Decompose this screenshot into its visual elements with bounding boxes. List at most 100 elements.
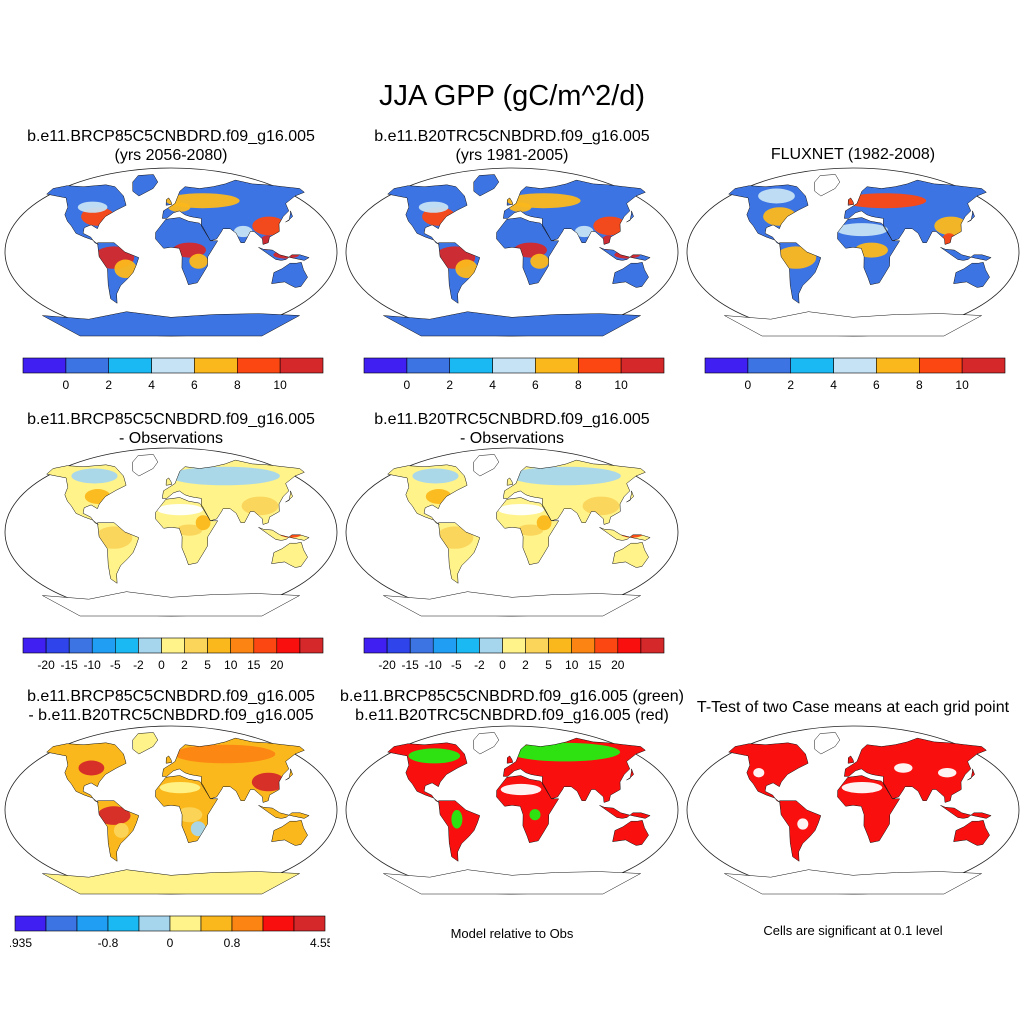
colorbar-panel-4-swatch-6 [161, 637, 185, 654]
map-panel-8-coast-uk [506, 755, 514, 764]
map-panel-2-coast-antarctica [383, 311, 642, 337]
map-panel-2 [345, 167, 679, 337]
panel-4-title-line2: - Observations [118, 430, 224, 447]
map-panel-3-coast-greenland [814, 174, 841, 197]
colorbar-panel-3-label-2: 4 [830, 378, 837, 392]
map-panel-4-patch-2 [156, 504, 204, 516]
colorbar-panel-7-swatch-3 [107, 915, 140, 932]
map-panel-5-patch-2 [497, 504, 545, 516]
map-panel-1-coast-antarctica [42, 311, 301, 337]
map-panel-3 [686, 167, 1020, 337]
colorbar-panel-5-label-3: -5 [451, 658, 462, 672]
colorbar-panel-5-label-2: -10 [425, 658, 443, 672]
colorbar-panel-4-swatch-1 [45, 637, 70, 654]
colorbar-panel-4-swatch-4 [115, 637, 139, 654]
colorbar-panel-1-label-0: 0 [63, 378, 70, 392]
map-panel-4-patch-8 [195, 515, 211, 531]
map-panel-9-coast-africa [837, 775, 901, 843]
colorbar-panel-4-label-2: -10 [84, 658, 102, 672]
colorbar-panel-5-swatch-0 [363, 637, 388, 654]
colorbar-panel-3-swatch-4 [876, 357, 920, 374]
colorbar-panel-4-label-6: 2 [181, 658, 188, 672]
panel-8-title-line1: b.e11.BRCP85C5CNBDRD.f09_g16.005 (green) [340, 688, 684, 705]
colorbar-panel-4-label-10: 20 [270, 658, 284, 672]
map-panel-8-coast-eurasia [503, 737, 646, 803]
map-panel-9-coast-indonesia [940, 805, 992, 819]
map-panel-8-patch-4 [529, 809, 541, 821]
colorbar-panel-4-label-9: 15 [247, 658, 261, 672]
panel-1-title-line1: b.e11.BRCP85C5CNBDRD.f09_g16.005 [27, 128, 315, 145]
map-panel-8-coast-australia [612, 820, 649, 846]
panel-5-title-line1: b.e11.B20TRC5CNBDRD.f09_g16.005 [374, 411, 650, 428]
panel-9-title-line2: T-Test of two Case means at each grid po… [696, 699, 1010, 716]
map-panel-7-land-uk [166, 755, 172, 764]
colorbar-panel-4-swatch-7 [184, 637, 208, 654]
map-panel-4 [4, 447, 338, 617]
map-panel-5-patch-8 [536, 515, 552, 531]
panel-2-title-line2: (yrs 1981-2005) [455, 147, 569, 164]
colorbar-panel-3-swatch-1 [747, 357, 792, 374]
map-panel-9-coast-greenland [814, 732, 841, 755]
map-panel-8-patch-3 [500, 783, 542, 796]
map-panel-9-patch-3 [894, 763, 913, 773]
map-panel-9-patch-0 [841, 782, 883, 794]
map-panel-2-patch-11 [509, 202, 532, 212]
colorbar-panel-3-swatch-0 [704, 357, 749, 374]
colorbar-panel-2-label-1: 2 [446, 378, 453, 392]
colorbar-panel-4-label-0: -20 [37, 658, 55, 672]
colorbar-panel-7-swatch-7 [231, 915, 264, 932]
colorbar-panel-7-swatch-1 [45, 915, 78, 932]
colorbar-panel-3-label-0: 0 [745, 378, 752, 392]
map-panel-2-land-greenland [473, 174, 499, 196]
colorbar-panel-3-label-4: 8 [916, 378, 923, 392]
colorbar-panel-4-label-5: 0 [158, 658, 165, 672]
map-panel-1-coast-australia [271, 262, 308, 288]
map-panel-1-land-australia [271, 262, 308, 288]
panel-8-title: b.e11.BRCP85C5CNBDRD.f09_g16.005 (green)… [328, 687, 696, 725]
map-panel-7-coast-northAmerica [46, 742, 127, 803]
panel-2-title-line1: b.e11.B20TRC5CNBDRD.f09_g16.005 [374, 128, 650, 145]
colorbar-panel-5-label-1: -15 [402, 658, 420, 672]
map-panel-1-coast-northAmerica [46, 184, 127, 245]
colorbar-panel-5-swatch-7 [525, 637, 549, 654]
map-panel-8 [345, 725, 679, 895]
colorbar-panel-5-label-6: 2 [522, 658, 529, 672]
map-panel-3-land-antarctica [724, 311, 982, 336]
colorbar-panel-3-swatch-2 [790, 357, 834, 374]
map-panel-9-land-southAmerica [779, 800, 821, 862]
colorbar-panel-2-swatch-1 [406, 357, 451, 374]
map-panel-5-patch-3 [436, 526, 474, 549]
panel-7-title-line1: b.e11.BRCP85C5CNBDRD.f09_g16.005 [27, 688, 315, 705]
colorbar-panel-1-swatch-1 [65, 357, 110, 374]
colorbar-panel-7-swatch-6 [200, 915, 233, 932]
map-panel-9-coast-antarctica [724, 869, 983, 895]
map-panel-9-patch-4 [753, 768, 765, 778]
figure-title: JJA GPP (gC/m^2/d) [378, 80, 646, 112]
colorbar-panel-7-label-4: 4.558 [310, 936, 330, 950]
map-panel-8-land-indonesia [599, 805, 651, 819]
map-panel-8-land-uk [507, 755, 513, 764]
map-panel-7-land-indonesia [258, 805, 310, 819]
map-panel-9-patch-2 [938, 768, 957, 778]
map-panel-4-coast-uk [165, 477, 173, 486]
colorbar-panel-2-swatch-3 [492, 357, 536, 374]
map-panel-3-land-indonesia [940, 247, 992, 261]
map-panel-2-land-antarctica [383, 311, 641, 336]
map-panel-8-patch-1 [408, 748, 461, 764]
map-panel-3-patch-7 [758, 188, 795, 204]
map-panel-9-coast-northAmerica [728, 742, 809, 803]
map-panel-3-land-greenland [814, 174, 840, 196]
map-panel-1-patch-11 [168, 202, 191, 212]
panel-1-title: b.e11.BRCP85C5CNBDRD.f09_g16.005 (yrs 20… [2, 127, 340, 165]
map-panel-5-coast-uk [506, 477, 514, 486]
map-panel-1-patch-5 [189, 253, 208, 269]
colorbar-panel-1-label-4: 8 [234, 378, 241, 392]
colorbar-panel-7-swatch-5 [169, 915, 202, 932]
colorbar-panel-4-swatch-10 [253, 637, 278, 654]
map-panel-2-coast-southAmerica [438, 242, 481, 304]
map-panel-5-land-antarctica [383, 591, 641, 616]
map-panel-7-coast-africa [155, 775, 219, 843]
map-panel-4-coast-australia [271, 542, 308, 568]
colorbar-panel-7: -1.935 -0.8 0 0.8 4.558 [10, 915, 330, 950]
map-panel-7-coast-australia [271, 820, 308, 846]
